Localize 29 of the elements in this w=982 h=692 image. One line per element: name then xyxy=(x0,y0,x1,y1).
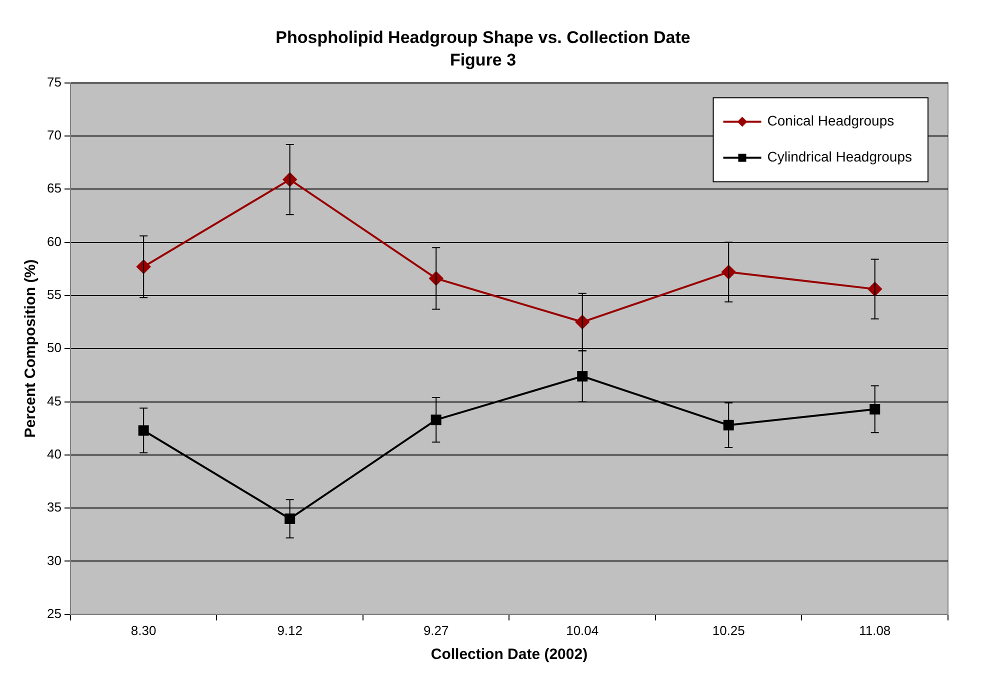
legend-label: Cylindrical Headgroups xyxy=(767,148,912,165)
x-tick-label: 10.04 xyxy=(566,622,599,638)
chart-title: Phospholipid Headgroup Shape vs. Collection Date xyxy=(276,28,690,47)
point xyxy=(430,414,442,426)
point xyxy=(577,371,588,382)
y-tick-label: 55 xyxy=(46,287,62,302)
y-tick-label: 25 xyxy=(46,606,62,621)
y-tick-label: 30 xyxy=(46,552,62,568)
x-tick-label: 9.27 xyxy=(423,622,449,638)
x-tick-label: 9.12 xyxy=(277,622,302,638)
point xyxy=(284,513,296,524)
x-tick-label: 11.08 xyxy=(859,622,891,638)
y-tick-label: 75 xyxy=(46,74,62,90)
point xyxy=(138,425,149,436)
y-tick-label: 60 xyxy=(46,234,62,249)
x-tick-label: 10.25 xyxy=(712,622,745,638)
y-tick-label: 45 xyxy=(46,393,62,408)
legend-label: Conical Headgroups xyxy=(767,112,894,129)
point xyxy=(723,420,734,430)
y-tick-label: 70 xyxy=(46,128,62,143)
point xyxy=(870,404,880,414)
y-tick-label: 50 xyxy=(46,340,62,356)
chart-subtitle: Figure 3 xyxy=(450,50,516,70)
x-axis-title: Collection Date (2002) xyxy=(430,646,588,664)
x-tick-label: 8.30 xyxy=(130,622,156,638)
y-tick-label: 35 xyxy=(46,500,62,515)
y-tick-label: 40 xyxy=(46,446,62,462)
y-axis-title: Percent Composition (%) xyxy=(22,259,40,438)
y-tick-label: 65 xyxy=(46,180,62,196)
